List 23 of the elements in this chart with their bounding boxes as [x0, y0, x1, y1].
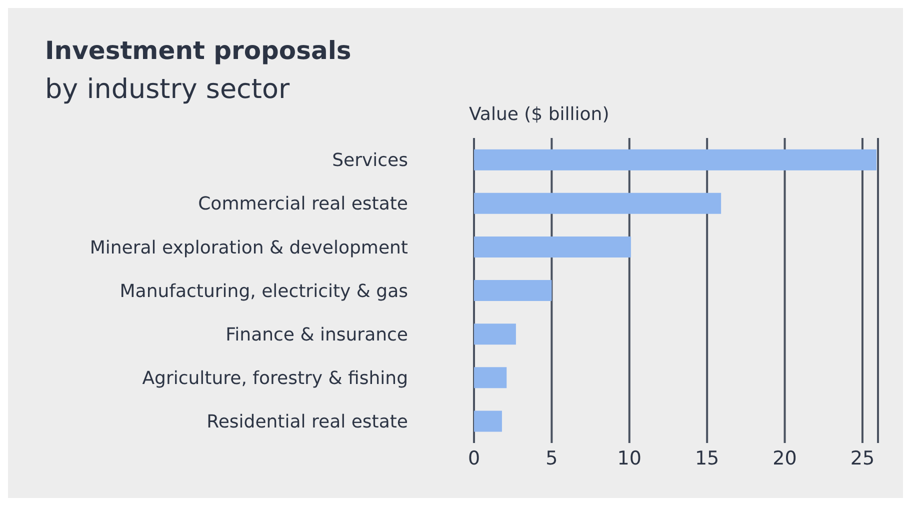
- bar: [474, 192, 722, 214]
- text: by industry sector: [45, 74, 290, 105]
- bar: [474, 410, 502, 432]
- y-tick-label: Manufacturing, electricity & gas: [120, 280, 408, 302]
- x-tick-label: 25: [850, 447, 875, 470]
- bar: [474, 367, 507, 388]
- y-tick-label: Residential real estate: [206, 412, 408, 433]
- bar: [474, 236, 631, 258]
- x-tick-label: 0: [468, 447, 480, 470]
- bar: [474, 324, 516, 345]
- y-tick-label: Mineral exploration & development: [90, 237, 408, 258]
- y-tick-label: Commercial real estate: [198, 194, 408, 215]
- y-tick-label: Finance & insurance: [226, 324, 408, 346]
- y-tick-label: Agriculture, forestry & fishing: [142, 368, 408, 390]
- x-tick-label: 20: [772, 447, 797, 470]
- x-axis-title: Value ($ billion): [469, 104, 610, 125]
- x-tick-label: 10: [617, 447, 642, 470]
- y-tick-label: Services: [332, 150, 408, 172]
- bar: [474, 280, 552, 302]
- x-tick-label: 15: [694, 447, 720, 470]
- x-tick-label: 5: [546, 447, 558, 470]
- text: Investment proposals: [45, 36, 352, 65]
- bar: [474, 149, 876, 170]
